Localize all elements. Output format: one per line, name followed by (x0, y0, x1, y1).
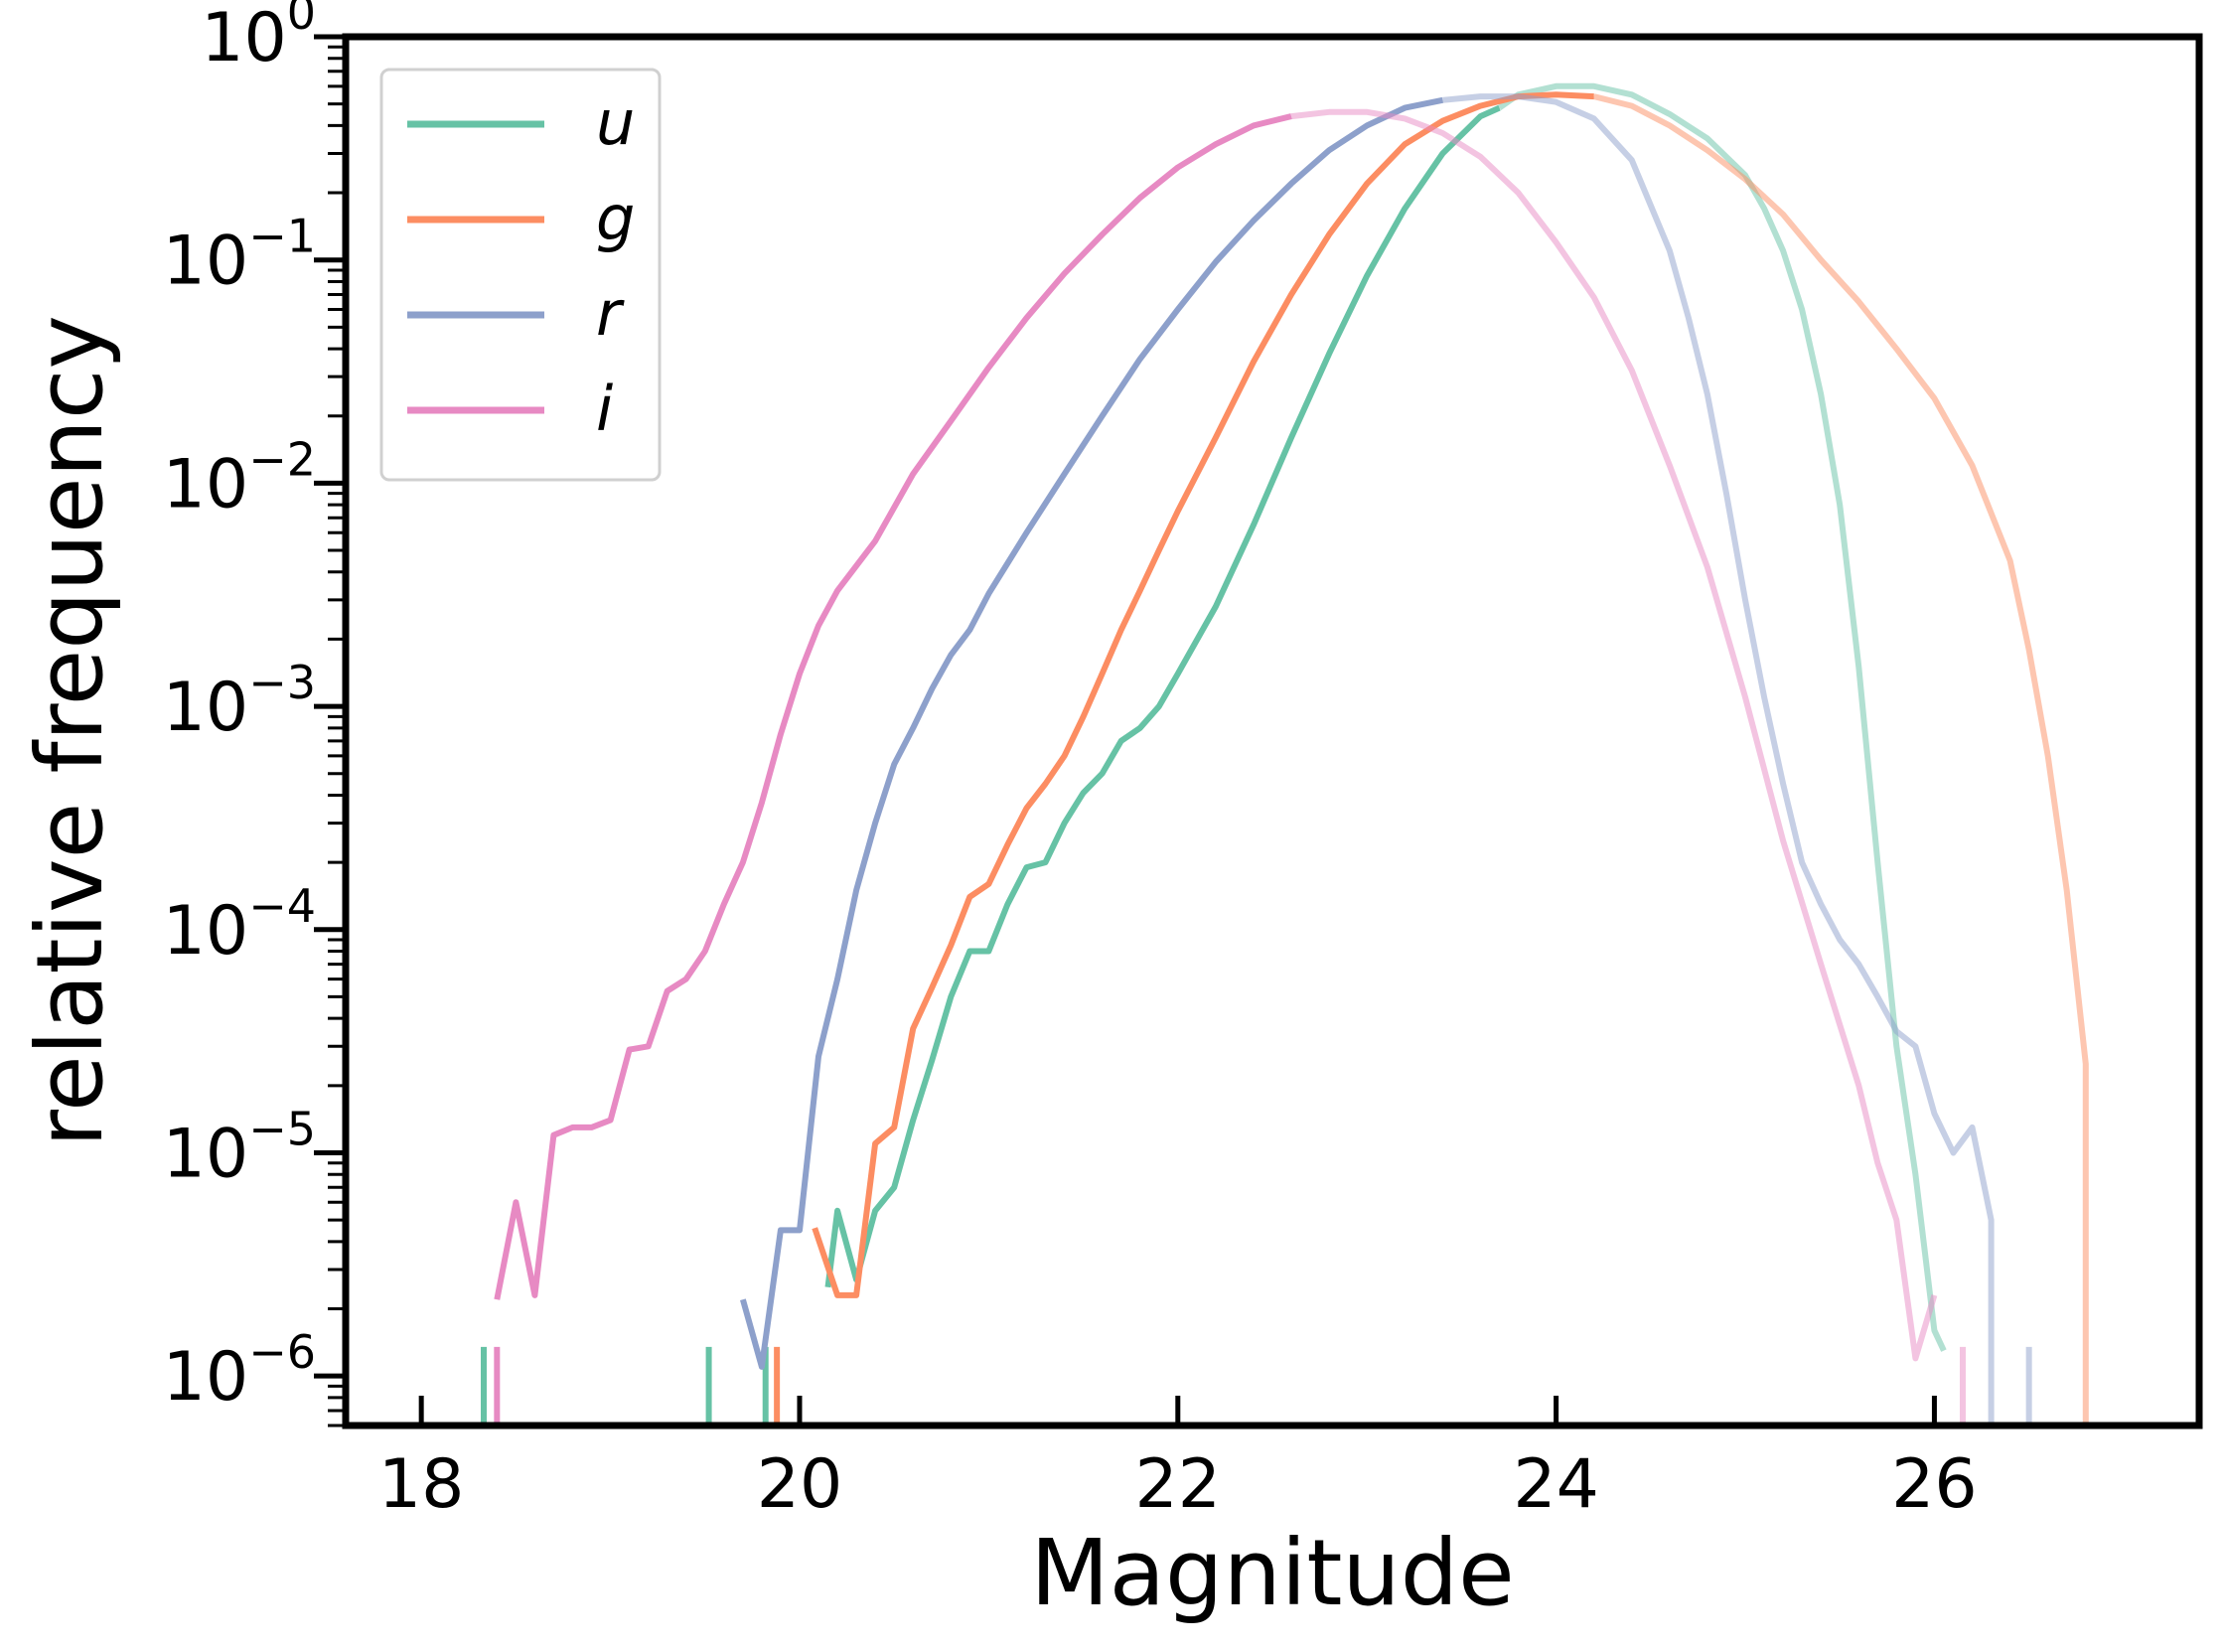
y-tick-label: 10−2 (163, 432, 316, 524)
x-tick-label: 18 (378, 1445, 465, 1524)
plot-frame (342, 33, 2203, 1429)
series-g-line-faded (1592, 93, 2089, 1426)
legend-label: i (596, 373, 613, 445)
series-r-line (740, 96, 1444, 1370)
legend-item-u: u (407, 86, 635, 159)
x-tick-label: 20 (757, 1445, 843, 1524)
series-u-line-faded (1497, 82, 1947, 1352)
legend-item-r: r (407, 277, 625, 350)
legend-label: g (596, 182, 635, 254)
y-tick-label: 10−3 (163, 656, 316, 747)
y-axis-title: relative frequency (17, 315, 123, 1147)
series-i-line (494, 113, 1292, 1300)
legend-item-g: g (407, 182, 635, 254)
legend-label: r (596, 277, 625, 350)
series-g-line (812, 91, 1594, 1298)
x-axis-title: Magnitude (1030, 1520, 1514, 1626)
y-tick-label: 10−4 (163, 879, 316, 971)
series-i (494, 108, 1966, 1426)
x-tick-label: 24 (1513, 1445, 1599, 1524)
y-tick-label: 10−1 (163, 210, 316, 301)
legend-box (379, 68, 662, 482)
series-u (480, 82, 1947, 1426)
series-i-line-faded (1290, 108, 1938, 1362)
series-layer (480, 82, 2089, 1426)
legend-item-i: i (407, 373, 613, 445)
x-tick-label: 22 (1135, 1445, 1222, 1524)
y-tick-label: 10−6 (163, 1325, 316, 1417)
series-r (740, 93, 2032, 1426)
series-u-line (824, 104, 1501, 1288)
x-tick-label: 26 (1891, 1445, 1978, 1524)
series-g (774, 91, 2089, 1426)
y-tick-label: 100 (201, 0, 316, 77)
y-tick-label: 10−5 (163, 1102, 316, 1193)
legend-label: u (596, 86, 635, 159)
axis-layer: 18 20 22 24 26 10−6 10−5 10−4 10−3 10−2 10−1 100 (163, 0, 1978, 1524)
series-r-line-faded (1442, 93, 1995, 1426)
